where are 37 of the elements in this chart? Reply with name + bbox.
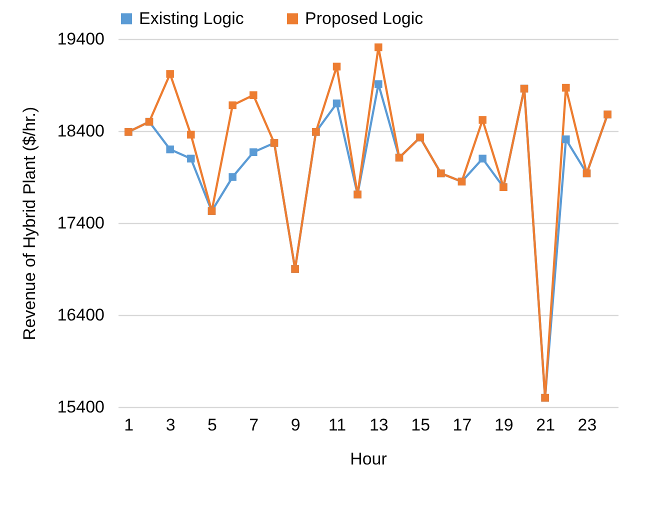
y-axis-title: Revenue of Hybrid Plant ($/hr.)	[20, 106, 40, 340]
y-tick-label: 18400	[57, 122, 104, 140]
x-tick-label: 3	[166, 416, 176, 434]
x-tick-label: 11	[328, 416, 346, 434]
y-tick-label: 17400	[57, 214, 104, 232]
point	[187, 130, 195, 139]
point	[374, 43, 382, 52]
point	[250, 91, 258, 99]
y-tick-label: 19400	[57, 30, 104, 48]
point	[187, 154, 195, 162]
x-tick-label: 9	[290, 416, 300, 434]
point	[166, 70, 174, 78]
x-tick-label: 7	[249, 416, 259, 434]
point	[228, 173, 236, 181]
point	[332, 62, 341, 70]
x-tick-label: 23	[578, 416, 597, 434]
y-tick-label: 16400	[57, 306, 104, 324]
point	[374, 80, 382, 88]
x-tick-label: 17	[452, 416, 472, 434]
x-tick-label: 1	[124, 416, 134, 434]
legend-label: Proposed Logic	[305, 8, 424, 28]
point	[478, 154, 486, 162]
legend-label: Existing Logic	[139, 8, 244, 28]
point	[562, 135, 570, 144]
x-axis-title: Hour	[350, 450, 388, 468]
point	[478, 116, 486, 124]
point	[562, 84, 570, 92]
point	[228, 101, 236, 110]
point	[332, 100, 341, 108]
x-tick-label: 15	[411, 416, 430, 434]
x-tick-label: 13	[369, 416, 388, 434]
point	[250, 148, 258, 156]
x-tick-label: 19	[494, 416, 514, 434]
x-tick-label: 21	[536, 416, 556, 434]
y-tick-label: 15400	[57, 398, 104, 416]
point	[166, 146, 174, 154]
x-tick-label: 5	[208, 416, 217, 434]
